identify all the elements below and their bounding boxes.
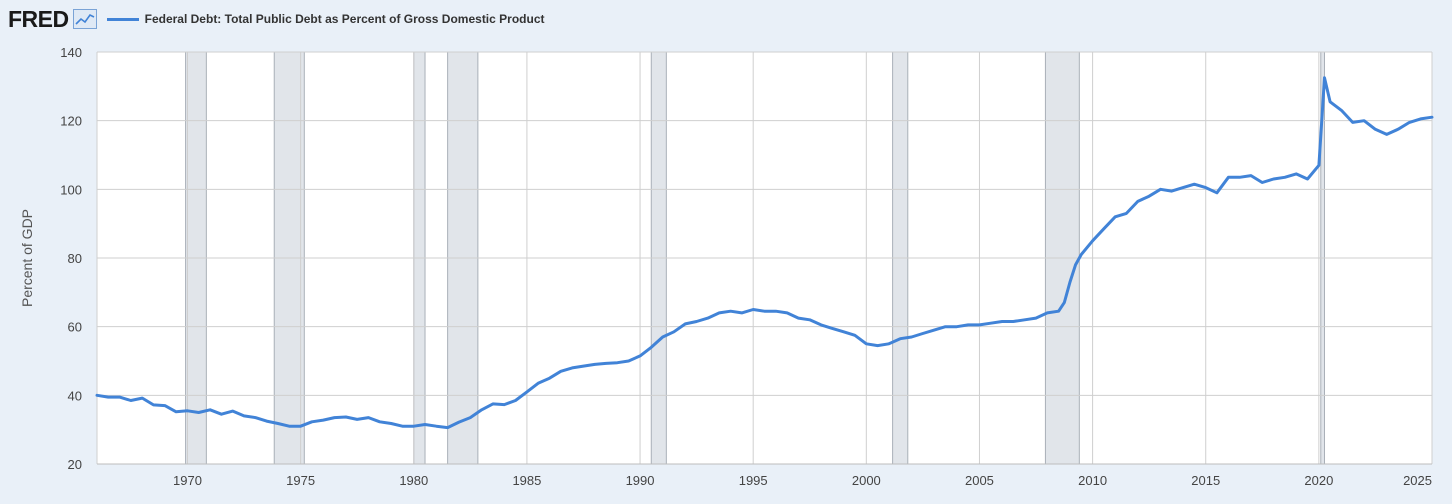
x-tick-label: 1995 bbox=[739, 473, 768, 488]
legend-swatch bbox=[106, 17, 139, 21]
chart-header: FRED Federal Debt: Total Public Debt as … bbox=[8, 4, 545, 34]
x-tick-label: 2010 bbox=[1078, 473, 1107, 488]
y-axis-label: Percent of GDP bbox=[19, 209, 35, 307]
x-tick-label: 1975 bbox=[286, 473, 315, 488]
x-tick-label: 1980 bbox=[399, 473, 428, 488]
x-tick-label: 2000 bbox=[852, 473, 881, 488]
x-tick-label: 2020 bbox=[1304, 473, 1333, 488]
x-tick-label: 1985 bbox=[512, 473, 541, 488]
y-tick-label: 60 bbox=[68, 320, 82, 335]
x-tick-label: 2025 bbox=[1403, 473, 1432, 488]
x-tick-label: 1970 bbox=[173, 473, 202, 488]
series-layer bbox=[95, 76, 1434, 430]
y-tick-label: 140 bbox=[60, 45, 82, 60]
y-tick-label: 80 bbox=[68, 251, 82, 266]
x-tick-label: 1990 bbox=[626, 473, 655, 488]
y-tick-label: 40 bbox=[68, 388, 82, 403]
x-tick-label: 2015 bbox=[1191, 473, 1220, 488]
x-tick-label: 2005 bbox=[965, 473, 994, 488]
y-tick-label: 20 bbox=[68, 457, 82, 472]
y-tick-label: 100 bbox=[60, 182, 82, 197]
fred-graph-icon bbox=[72, 9, 97, 29]
fred-logo[interactable]: FRED bbox=[8, 5, 69, 32]
legend-series-name: Federal Debt: Total Public Debt as Perce… bbox=[144, 12, 545, 26]
y-axis-ticks: 20 40 60 80 100 120 140 bbox=[60, 45, 82, 472]
x-axis-ticks: 1970 1975 1980 1985 1990 1995 2000 2005 2010 2015… bbox=[173, 473, 1432, 488]
series-line-0[interactable] bbox=[95, 76, 1434, 430]
y-tick-label: 120 bbox=[60, 114, 82, 129]
